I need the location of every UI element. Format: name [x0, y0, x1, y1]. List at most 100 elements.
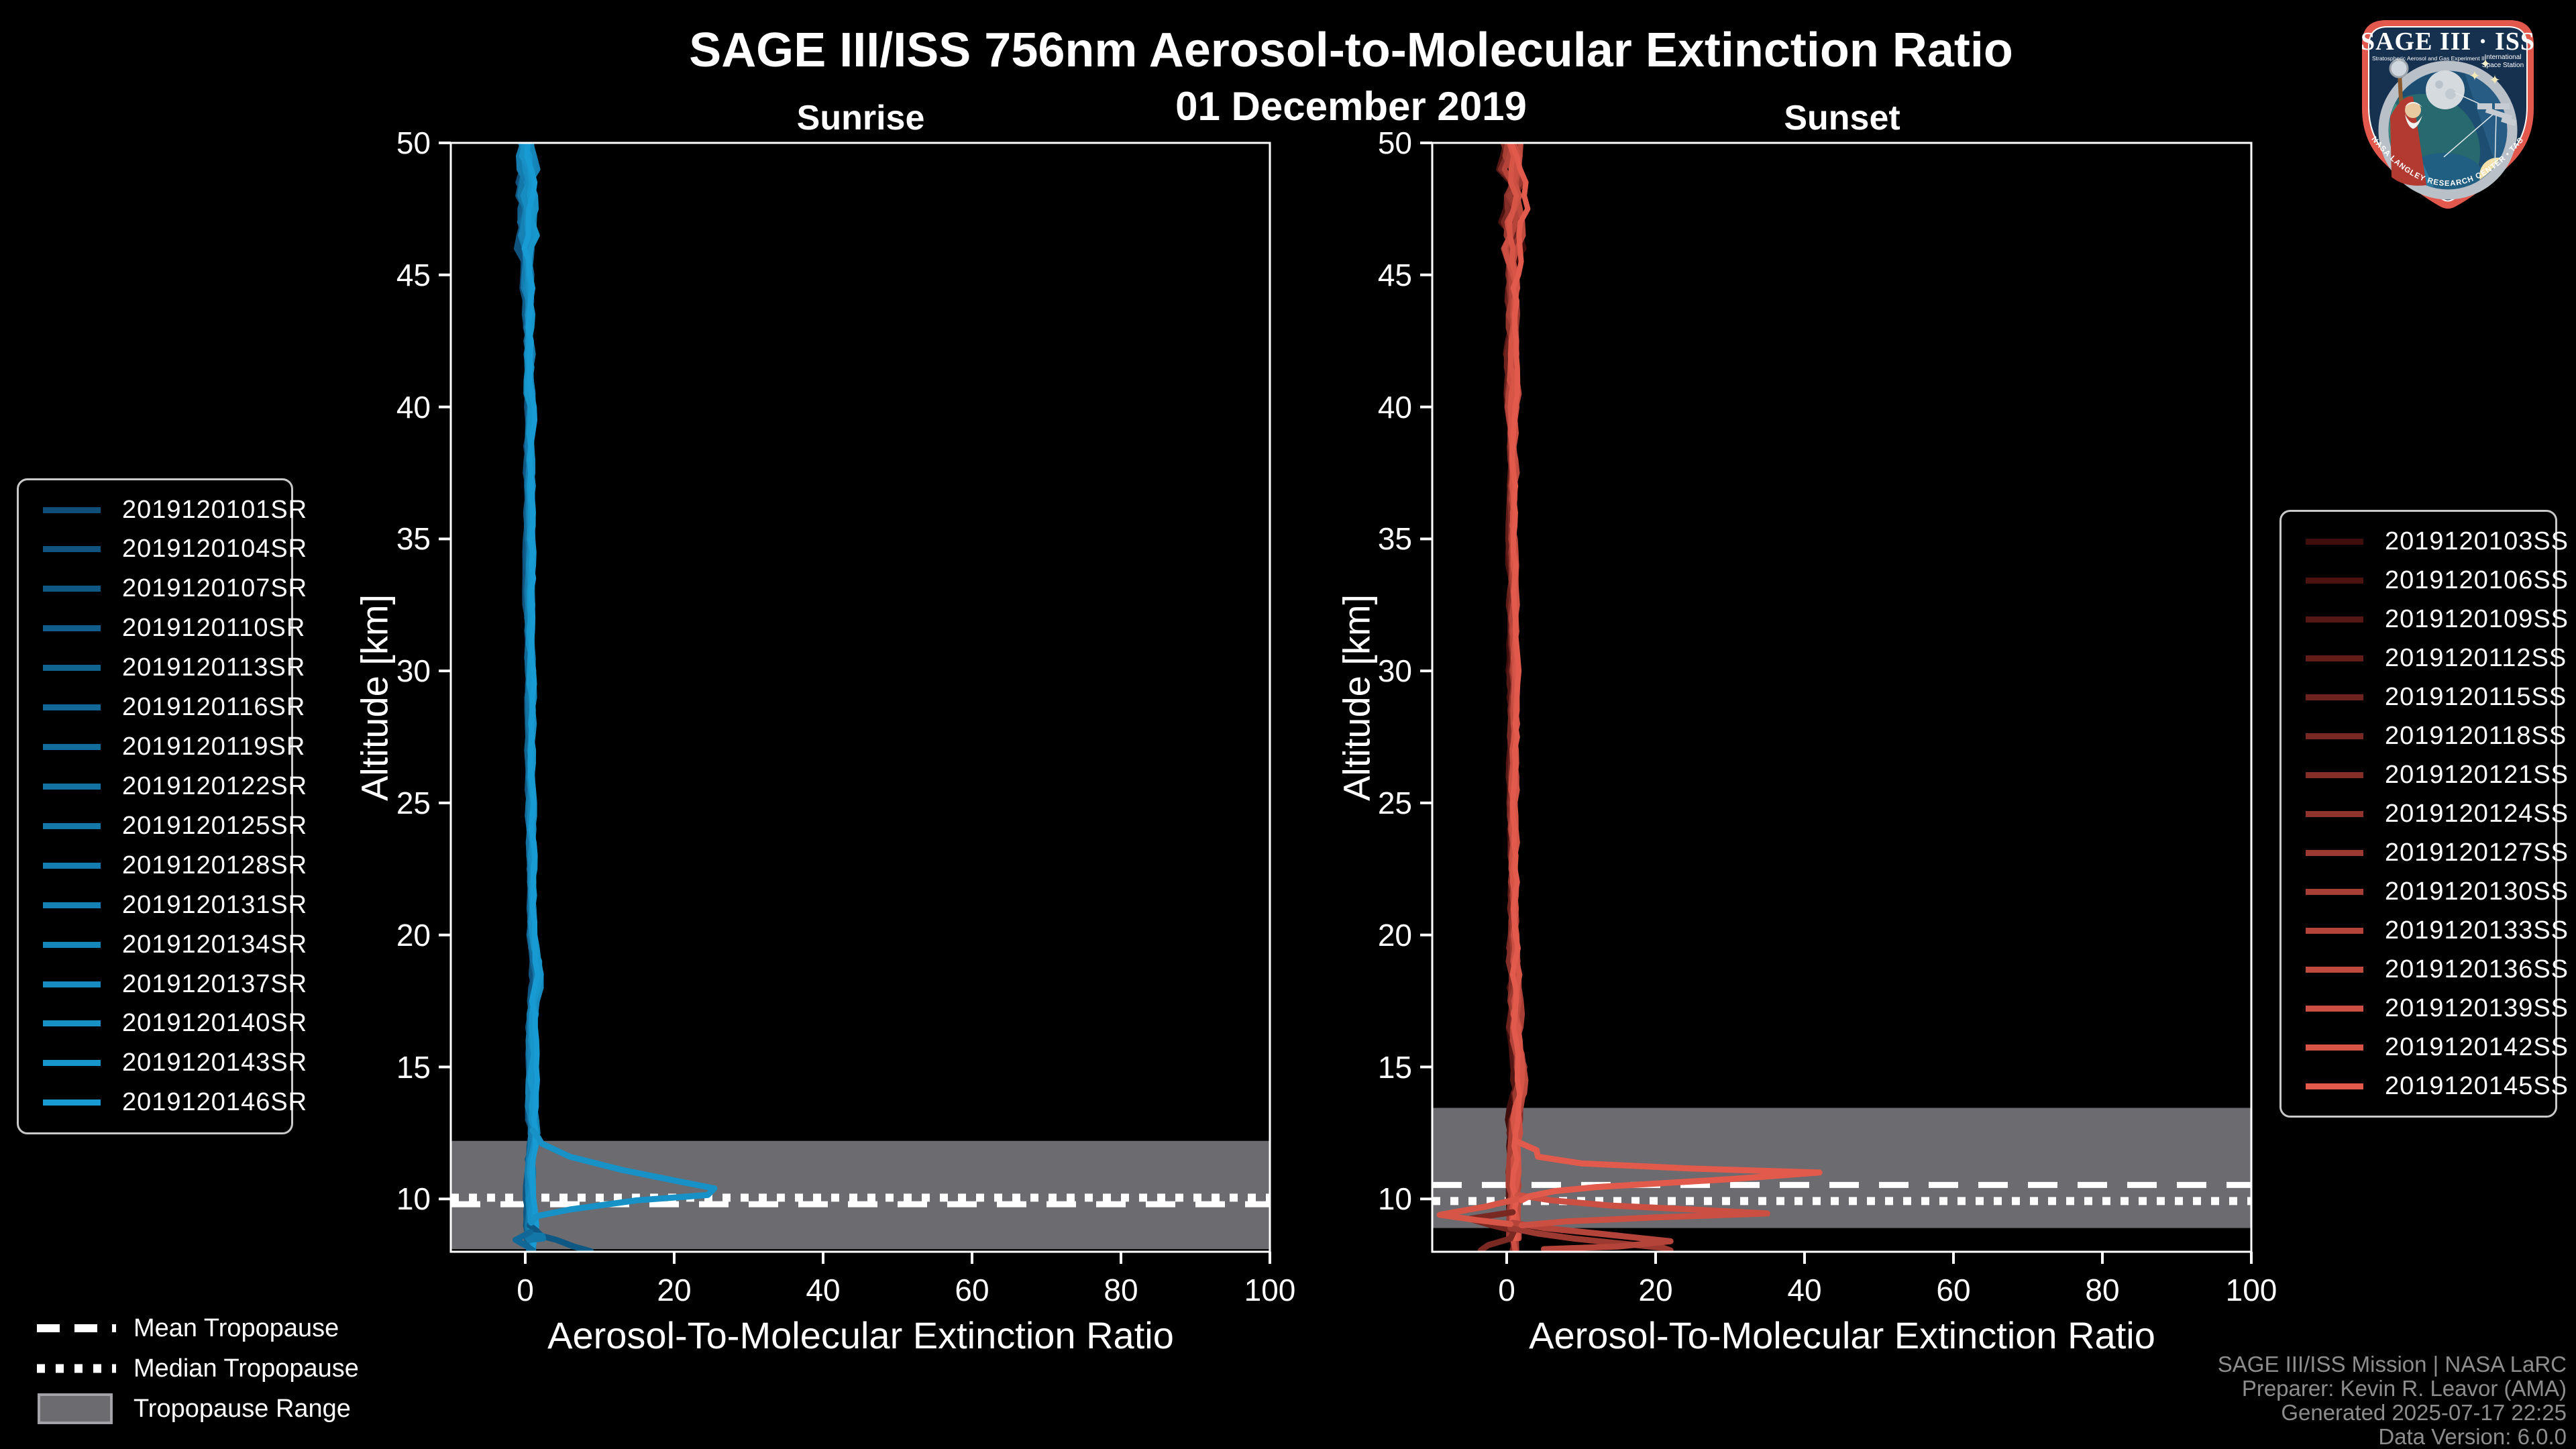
legend-event-id: 2019120140SR — [122, 1009, 308, 1038]
legend-event-id: 2019120139SS — [2385, 994, 2569, 1022]
legend-line-swatch — [43, 1020, 101, 1027]
sunset-xaxis-label: Aerosol-To-Molecular Extinction Ratio — [1529, 1314, 2155, 1356]
legend-item: 2019120143SR — [19, 1049, 307, 1077]
legend-event-id: 2019120137SR — [122, 969, 308, 998]
profile-feature-0 — [527, 1222, 594, 1252]
tropopause-range-label: Tropopause Range — [133, 1394, 351, 1423]
date-subtitle: 01 December 2019 — [1175, 84, 1527, 129]
legend-line-swatch — [43, 1060, 101, 1067]
legend-item: 2019120134SR — [19, 930, 307, 959]
svg-text:✦: ✦ — [2480, 57, 2491, 72]
legend-event-id: 2019120115SS — [2385, 682, 2567, 711]
x-tick-label: 20 — [657, 1273, 692, 1307]
y-tick-label: 40 — [396, 389, 431, 425]
x-tick-label: 80 — [1104, 1273, 1138, 1307]
legend-line-swatch — [43, 783, 101, 790]
legend-event-id: 2019120118SS — [2385, 721, 2567, 750]
legend-item: 2019120101SR — [19, 496, 307, 524]
mean-tropopause-dash-icon — [37, 1324, 116, 1333]
legend-line-swatch — [2306, 694, 2363, 700]
legend-item: 2019120131SR — [19, 891, 307, 919]
sunset-yaxis-label: Altitude [km] — [1335, 594, 1378, 802]
legend-line-swatch — [2306, 1083, 2363, 1089]
legend-item: 2019120137SR — [19, 970, 307, 998]
legend-event-id: 2019120119SR — [122, 733, 306, 761]
profile-feature-3 — [528, 1127, 718, 1226]
legend-item: 2019120121SS — [2282, 761, 2568, 789]
legend-event-id: 2019120109SS — [2385, 604, 2569, 633]
legend-event-id: 2019120107SR — [122, 574, 308, 603]
profile-feature-2 — [513, 1229, 536, 1252]
attribution-mission: SAGE III/ISS Mission | NASA LaRC — [2217, 1352, 2567, 1377]
profile-line-2019120145SS — [1508, 143, 1531, 1242]
legend-item: 2019120106SS — [2282, 566, 2568, 594]
legend-line-swatch — [43, 665, 101, 672]
legend-item: 2019120103SS — [2282, 527, 2568, 555]
legend-event-id: 2019120136SS — [2385, 955, 2569, 983]
y-tick-label: 45 — [1377, 257, 1412, 292]
x-tick-label: 0 — [1498, 1273, 1515, 1307]
legend-line-swatch — [2306, 733, 2363, 739]
legend-line-swatch — [43, 941, 101, 948]
profile-line-2019120146SR — [521, 143, 541, 1252]
sunrise-panel-title: Sunrise — [796, 99, 925, 138]
median-tropopause-dot-icon — [37, 1364, 116, 1373]
tropopause-legend: Mean Tropopause Median Tropopause Tropop… — [37, 1308, 359, 1429]
legend-event-id: 2019120143SR — [122, 1049, 308, 1077]
legend-item: 2019120124SS — [2282, 800, 2568, 828]
legend-event-id: 2019120110SR — [122, 614, 306, 643]
legend-event-id: 2019120113SR — [122, 653, 306, 682]
sunset-legend: 2019120103SS 2019120106SS 2019120109SS 2019… — [2279, 510, 2568, 1118]
legend-line-swatch — [2306, 771, 2363, 778]
profile-feature-1 — [1507, 1225, 1674, 1252]
legend-item: 2019120125SR — [19, 812, 307, 840]
x-tick-label: 40 — [806, 1273, 841, 1307]
plot-border — [1431, 142, 2253, 1253]
svg-text:✦: ✦ — [2489, 73, 2501, 88]
page-title: SAGE III/ISS 756nm Aerosol-to-Molecular … — [689, 23, 2013, 77]
legend-event-id: 2019120131SR — [122, 890, 308, 919]
legend-event-id: 2019120133SS — [2385, 916, 2569, 945]
y-tick-label: 30 — [396, 653, 431, 689]
sunset-panel-title: Sunset — [1784, 99, 1900, 138]
legend-line-swatch — [2306, 888, 2363, 895]
x-tick-label: 80 — [2085, 1273, 2120, 1307]
legend-item: 2019120107SR — [19, 574, 307, 602]
legend-event-id: 2019120122SR — [122, 771, 308, 800]
logo-title: SAGE III · ISS — [2361, 28, 2535, 56]
legend-line-swatch — [43, 546, 101, 553]
sage-iss-mission-logo: ✦✦✦ SAGE III · ISS Stratospheric Aerosol… — [2343, 9, 2535, 209]
attribution-preparer: Preparer: Kevin R. Leavor (AMA) — [2241, 1376, 2567, 1401]
legend-line-swatch — [43, 1099, 101, 1106]
y-tick-label: 35 — [1377, 521, 1412, 557]
legend-event-id: 2019120145SS — [2385, 1071, 2569, 1100]
mean-tropopause-legend-row: Mean Tropopause — [37, 1308, 359, 1348]
y-tick-label: 20 — [396, 917, 431, 953]
legend-line-swatch — [2306, 655, 2363, 661]
attribution-block: SAGE III/ISS Mission | NASA LaRC Prepare… — [2218, 1352, 2567, 1449]
legend-event-id: 2019120101SR — [122, 495, 308, 524]
legend-event-id: 2019120128SR — [122, 851, 308, 879]
x-tick-label: 60 — [955, 1273, 989, 1307]
median-tropopause-label: Median Tropopause — [133, 1354, 359, 1383]
legend-line-swatch — [43, 902, 101, 908]
profile-feature-3 — [1515, 1191, 1770, 1229]
y-tick-label: 20 — [1377, 917, 1412, 953]
x-tick-label: 0 — [517, 1273, 534, 1307]
legend-line-swatch — [43, 704, 101, 711]
y-tick-label: 25 — [1377, 785, 1412, 820]
legend-item: 2019120119SR — [19, 733, 305, 761]
legend-event-id: 2019120124SS — [2385, 799, 2569, 828]
legend-event-id: 2019120104SR — [122, 535, 308, 564]
y-tick-label: 40 — [1377, 389, 1412, 425]
legend-line-swatch — [43, 625, 101, 632]
logo-moon — [2426, 70, 2465, 109]
panel-sunset — [1420, 142, 2253, 1264]
panel-sunrise — [439, 142, 1271, 1264]
legend-item: 2019120142SS — [2282, 1033, 2568, 1061]
y-tick-label: 50 — [1377, 125, 1412, 160]
x-tick-label: 100 — [2225, 1273, 2277, 1307]
legend-item: 2019120146SR — [19, 1088, 307, 1116]
attribution-generated: Generated 2025-07-17 22:25 — [2281, 1400, 2567, 1425]
legend-line-swatch — [2306, 616, 2363, 623]
